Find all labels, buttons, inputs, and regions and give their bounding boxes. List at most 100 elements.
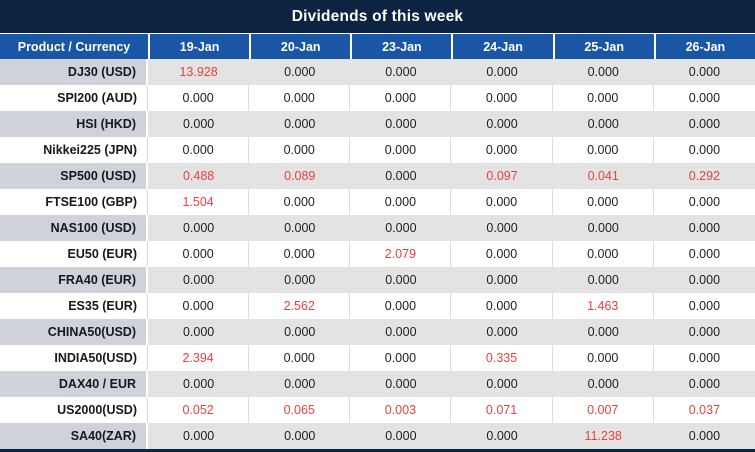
- value-cell: 0.000: [653, 241, 755, 267]
- dividends-table: Product / Currency 19-Jan 20-Jan 23-Jan 24-J…: [0, 33, 755, 449]
- value-cell: 0.000: [552, 215, 654, 241]
- value-cell: 0.000: [451, 423, 553, 449]
- value-cell: 0.000: [350, 423, 452, 449]
- table-row: SPI200 (AUD) 0.000 0.000 0.000 0.000 0.000 0.0…: [0, 85, 755, 111]
- footer-bar: [0, 449, 755, 452]
- value-cell: 0.488: [148, 163, 250, 189]
- value-cell: 0.007: [552, 397, 654, 423]
- product-cell: SPI200 (AUD): [0, 85, 148, 111]
- table-row: DJ30 (USD) 13.928 0.000 0.000 0.000 0.000 0.00…: [0, 59, 755, 85]
- value-cell: 0.000: [552, 371, 654, 397]
- value-cell: 0.000: [350, 319, 452, 345]
- value-cell: 0.000: [653, 111, 755, 137]
- value-cell: 0.000: [653, 59, 755, 85]
- table-row: US2000(USD) 0.052 0.065 0.003 0.071 0.007 0.03…: [0, 397, 755, 423]
- value-cell: 0.000: [552, 241, 654, 267]
- value-cell: 0.000: [653, 345, 755, 371]
- product-cell: HSI (HKD): [0, 111, 148, 137]
- product-cell: SA40(ZAR): [0, 423, 148, 449]
- value-cell: 0.000: [552, 59, 654, 85]
- value-cell: 0.000: [249, 137, 351, 163]
- value-cell: 0.000: [653, 319, 755, 345]
- value-cell: 0.000: [350, 215, 452, 241]
- value-cell: 0.000: [249, 59, 351, 85]
- date-column-header: 19-Jan: [148, 33, 250, 59]
- value-cell: 0.000: [451, 85, 553, 111]
- value-cell: 0.000: [249, 215, 351, 241]
- value-cell: 0.000: [148, 267, 250, 293]
- table-row: SP500 (USD) 0.488 0.089 0.000 0.097 0.041 0.29…: [0, 163, 755, 189]
- value-cell: 0.071: [451, 397, 553, 423]
- value-cell: 0.000: [350, 59, 452, 85]
- value-cell: 0.097: [451, 163, 553, 189]
- product-cell: FRA40 (EUR): [0, 267, 148, 293]
- value-cell: 0.000: [350, 345, 452, 371]
- product-cell: Nikkei225 (JPN): [0, 137, 148, 163]
- date-column-header: 24-Jan: [451, 33, 553, 59]
- value-cell: 0.000: [350, 85, 452, 111]
- value-cell: 0.000: [653, 267, 755, 293]
- value-cell: 0.000: [451, 111, 553, 137]
- product-cell: FTSE100 (GBP): [0, 189, 148, 215]
- value-cell: 0.000: [653, 423, 755, 449]
- value-cell: 0.065: [249, 397, 351, 423]
- product-cell: INDIA50(USD): [0, 345, 148, 371]
- value-cell: 0.000: [249, 423, 351, 449]
- value-cell: 0.000: [653, 293, 755, 319]
- table-row: EU50 (EUR) 0.000 0.000 2.079 0.000 0.000 0.000: [0, 241, 755, 267]
- value-cell: 0.000: [451, 59, 553, 85]
- product-cell: US2000(USD): [0, 397, 148, 423]
- table-row: CHINA50(USD) 0.000 0.000 0.000 0.000 0.000 0.0…: [0, 319, 755, 345]
- page-title: Dividends of this week: [0, 0, 755, 33]
- table-row: ES35 (EUR) 0.000 2.562 0.000 0.000 1.463 0.000: [0, 293, 755, 319]
- value-cell: 0.000: [552, 319, 654, 345]
- value-cell: 0.000: [653, 371, 755, 397]
- value-cell: 0.292: [653, 163, 755, 189]
- table-row: FTSE100 (GBP) 1.504 0.000 0.000 0.000 0.000 0.…: [0, 189, 755, 215]
- value-cell: 0.000: [249, 267, 351, 293]
- value-cell: 0.000: [350, 371, 452, 397]
- product-cell: DAX40 / EUR: [0, 371, 148, 397]
- product-cell: DJ30 (USD): [0, 59, 148, 85]
- value-cell: 0.000: [249, 241, 351, 267]
- value-cell: 0.052: [148, 397, 250, 423]
- table-row: FRA40 (EUR) 0.000 0.000 0.000 0.000 0.000 0.00…: [0, 267, 755, 293]
- value-cell: 0.000: [451, 293, 553, 319]
- date-column-header: 26-Jan: [653, 33, 755, 59]
- value-cell: 0.000: [148, 111, 250, 137]
- value-cell: 1.463: [552, 293, 654, 319]
- value-cell: 0.000: [350, 267, 452, 293]
- value-cell: 0.000: [451, 189, 553, 215]
- value-cell: 0.000: [350, 111, 452, 137]
- table-row: NAS100 (USD) 0.000 0.000 0.000 0.000 0.000 0.0…: [0, 215, 755, 241]
- product-cell: ES35 (EUR): [0, 293, 148, 319]
- value-cell: 0.000: [552, 111, 654, 137]
- value-cell: 0.000: [350, 293, 452, 319]
- date-column-header: 25-Jan: [552, 33, 654, 59]
- value-cell: 1.504: [148, 189, 250, 215]
- product-column-header: Product / Currency: [0, 33, 148, 59]
- table-row: INDIA50(USD) 2.394 0.000 0.000 0.335 0.000 0.0…: [0, 345, 755, 371]
- table-row: HSI (HKD) 0.000 0.000 0.000 0.000 0.000 0.000: [0, 111, 755, 137]
- value-cell: 0.089: [249, 163, 351, 189]
- table-row: Nikkei225 (JPN) 0.000 0.000 0.000 0.000 0.000…: [0, 137, 755, 163]
- value-cell: 0.000: [148, 137, 250, 163]
- value-cell: 0.000: [148, 85, 250, 111]
- product-cell: NAS100 (USD): [0, 215, 148, 241]
- value-cell: 0.000: [451, 371, 553, 397]
- value-cell: 0.000: [350, 163, 452, 189]
- value-cell: 0.000: [249, 345, 351, 371]
- value-cell: 2.079: [350, 241, 452, 267]
- value-cell: 0.000: [653, 189, 755, 215]
- value-cell: 0.000: [148, 319, 250, 345]
- value-cell: 0.000: [653, 215, 755, 241]
- value-cell: 0.000: [552, 85, 654, 111]
- value-cell: 0.000: [350, 137, 452, 163]
- value-cell: 0.000: [552, 345, 654, 371]
- value-cell: 0.003: [350, 397, 452, 423]
- value-cell: 11.238: [552, 423, 654, 449]
- value-cell: 0.000: [148, 293, 250, 319]
- value-cell: 0.000: [451, 215, 553, 241]
- value-cell: 0.000: [451, 319, 553, 345]
- value-cell: 0.000: [451, 241, 553, 267]
